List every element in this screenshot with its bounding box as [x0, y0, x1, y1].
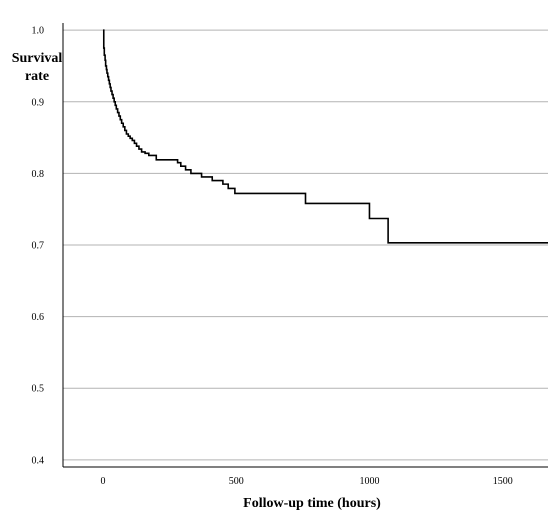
y-tick-label: 0.8: [32, 169, 45, 180]
x-tick-label: 0: [100, 476, 105, 487]
y-tick-label: 1.0: [32, 26, 45, 37]
series-layer: [102, 29, 548, 244]
y-tick-label: 0.7: [32, 241, 45, 252]
x-tick-label: 1000: [359, 476, 379, 487]
axes: [62, 23, 548, 468]
y-axis-title-line-2: rate: [25, 69, 49, 84]
gridlines: [63, 29, 548, 461]
x-tick-label: 500: [229, 476, 244, 487]
y-tick-label: 0.6: [32, 312, 45, 323]
y-tick-label: 0.4: [32, 455, 45, 466]
y-tick-label: 0.5: [32, 384, 45, 395]
x-tick-labels: 0 500 1000 1500: [100, 476, 512, 487]
x-tick-label: 1500: [493, 476, 513, 487]
x-axis-title: Follow-up time (hours): [243, 496, 381, 511]
y-tick-label: 0.9: [32, 97, 45, 108]
y-tick-labels: 0.4 0.5 0.6 0.7 0.8 0.9 1.0: [32, 26, 45, 467]
y-axis-title-line-1: Survival: [12, 51, 63, 66]
survival-curve: [102, 29, 548, 244]
